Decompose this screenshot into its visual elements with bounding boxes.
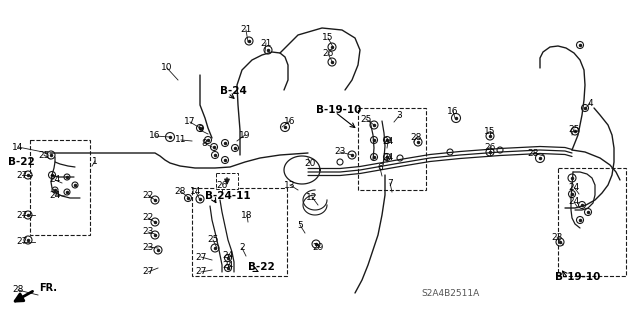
Text: 6: 6 — [377, 164, 383, 173]
Text: S2A4B2511A: S2A4B2511A — [421, 288, 479, 298]
Text: 20: 20 — [304, 159, 316, 167]
Text: 1: 1 — [92, 157, 98, 166]
Text: 23: 23 — [334, 147, 346, 157]
Text: 3: 3 — [396, 112, 402, 121]
Text: B-22: B-22 — [248, 262, 275, 272]
Text: 29: 29 — [312, 243, 324, 253]
Text: 16: 16 — [284, 116, 296, 125]
Text: 22: 22 — [142, 213, 154, 222]
Text: 25: 25 — [38, 151, 50, 160]
Text: 16: 16 — [149, 131, 161, 140]
Text: 24: 24 — [49, 190, 61, 199]
Text: 24: 24 — [49, 175, 61, 184]
Text: 28: 28 — [174, 187, 186, 196]
Text: 24: 24 — [382, 152, 394, 161]
Bar — [358, 108, 426, 190]
Text: B-22: B-22 — [8, 157, 35, 167]
Text: 24: 24 — [382, 137, 394, 146]
Text: 28: 28 — [12, 286, 24, 294]
Text: 23: 23 — [142, 227, 154, 236]
Text: 26: 26 — [484, 144, 496, 152]
Text: 27: 27 — [195, 253, 207, 262]
Text: B-24: B-24 — [220, 86, 247, 96]
Text: 17: 17 — [184, 117, 196, 127]
Text: 14: 14 — [12, 143, 24, 152]
Text: 11: 11 — [175, 136, 187, 145]
Bar — [30, 140, 90, 235]
Text: 24: 24 — [222, 250, 234, 259]
Text: 25: 25 — [360, 115, 372, 123]
Text: 26: 26 — [323, 49, 333, 58]
Text: 24: 24 — [568, 197, 580, 206]
Text: 13: 13 — [284, 181, 296, 189]
Text: 23: 23 — [551, 233, 563, 241]
Text: 27: 27 — [142, 268, 154, 277]
Bar — [216, 173, 238, 189]
Text: 22: 22 — [142, 190, 154, 199]
Text: FR.: FR. — [39, 283, 57, 293]
Text: 16: 16 — [447, 107, 459, 115]
Text: 18: 18 — [241, 211, 253, 219]
Text: 21: 21 — [260, 39, 272, 48]
Text: 27: 27 — [16, 211, 28, 219]
Text: 15: 15 — [323, 33, 333, 42]
Text: 9: 9 — [197, 125, 203, 135]
Text: 23: 23 — [142, 242, 154, 251]
Text: 24: 24 — [568, 182, 580, 191]
Bar — [192, 188, 287, 276]
Text: 7: 7 — [387, 179, 393, 188]
Text: 27: 27 — [195, 268, 207, 277]
Text: 14: 14 — [190, 188, 202, 197]
Text: 25: 25 — [207, 235, 219, 244]
Text: 8: 8 — [201, 138, 207, 147]
Text: 28: 28 — [410, 133, 422, 143]
Text: 19: 19 — [239, 130, 251, 139]
Text: 27: 27 — [16, 238, 28, 247]
Text: 5: 5 — [297, 220, 303, 229]
Text: 25: 25 — [568, 124, 580, 133]
Text: 28: 28 — [527, 149, 539, 158]
Text: 15: 15 — [484, 127, 496, 136]
Text: 21: 21 — [240, 26, 252, 34]
Text: 10: 10 — [161, 63, 173, 72]
Text: 2: 2 — [239, 243, 245, 253]
Text: B-19-10: B-19-10 — [555, 272, 600, 282]
Bar — [558, 168, 626, 276]
Text: B-19-10: B-19-10 — [316, 105, 362, 115]
Text: 26: 26 — [216, 181, 228, 189]
Text: 4: 4 — [587, 99, 593, 108]
Text: 24: 24 — [222, 261, 234, 270]
Text: 12: 12 — [307, 192, 317, 202]
Text: B-24-11: B-24-11 — [205, 191, 251, 201]
Text: 27: 27 — [16, 170, 28, 180]
